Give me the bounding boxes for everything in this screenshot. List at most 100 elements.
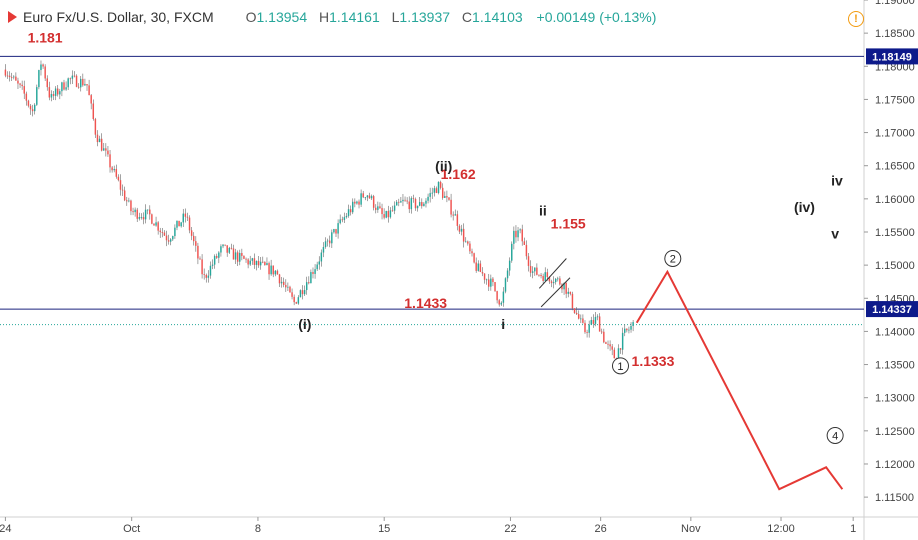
candle-body	[119, 180, 122, 190]
open-value: 1.13954	[256, 9, 308, 25]
candle-body	[40, 64, 42, 71]
candle-body	[567, 291, 569, 294]
candle-body	[272, 265, 274, 275]
candle-body	[603, 331, 605, 343]
candle-body	[563, 282, 565, 290]
y-tick-label: 1.13000	[875, 393, 915, 405]
candle-body	[446, 196, 448, 198]
candle-body	[557, 278, 559, 280]
candle-body	[199, 258, 201, 260]
candle-body	[230, 247, 233, 249]
candle-body	[500, 302, 503, 305]
candle-body	[410, 198, 413, 210]
candle-body	[387, 210, 390, 218]
candle-body	[469, 243, 471, 252]
candle-body	[92, 103, 95, 120]
candle-body	[293, 296, 295, 303]
candle-body	[159, 230, 161, 233]
channel-line[interactable]	[538, 258, 567, 289]
candle-body	[247, 259, 249, 265]
candle-body	[149, 209, 151, 215]
candle-body	[431, 192, 433, 194]
candle-body	[84, 84, 86, 86]
candle-body	[188, 217, 191, 231]
candle-body	[439, 181, 442, 188]
candle-body	[460, 228, 463, 232]
candle-body	[515, 230, 517, 238]
candle-body	[389, 210, 392, 218]
candle-body	[17, 80, 19, 84]
candle-body	[203, 274, 205, 276]
candle-body	[377, 206, 379, 210]
wave-label: v	[831, 226, 839, 242]
candle-body	[582, 318, 584, 323]
candle-body	[525, 244, 528, 257]
candle-body	[128, 200, 130, 202]
ohlc-readout: O1.13954 H1.14161 L1.13937 C1.14103 +0.0…	[238, 9, 657, 25]
y-tick-label: 1.17000	[875, 128, 915, 140]
candle-body	[513, 230, 515, 244]
x-tick-label: 15	[378, 523, 390, 535]
candle-body	[538, 274, 540, 276]
candle-body	[358, 201, 360, 205]
alert-icon[interactable]: !	[848, 11, 864, 27]
x-tick-label: Oct	[123, 523, 140, 535]
candle-body	[441, 187, 444, 198]
y-tick-label: 1.14000	[875, 326, 915, 338]
candle-body	[130, 200, 132, 212]
candle-body	[54, 88, 57, 96]
candle-body	[540, 274, 542, 277]
candle-body	[61, 82, 63, 92]
candle-body	[59, 91, 61, 95]
candle-body	[105, 148, 107, 151]
candle-body	[506, 270, 509, 279]
candle-body	[366, 195, 369, 198]
candle-body	[276, 270, 279, 275]
candle-body	[605, 342, 607, 344]
symbol-title[interactable]: Euro Fx/U.S. Dollar, 30, FXCM	[23, 9, 214, 25]
candle-body	[381, 208, 383, 215]
candle-body	[63, 82, 65, 90]
y-tick-label: 1.13500	[875, 360, 915, 372]
candle-body	[318, 261, 320, 265]
candle-body	[395, 201, 398, 206]
candle-body	[385, 210, 387, 218]
candle-body	[372, 196, 375, 208]
candle-body	[467, 241, 469, 244]
y-tick-label: 1.17500	[875, 94, 915, 106]
candle-body	[218, 252, 220, 258]
candle-body	[508, 260, 511, 271]
resistance-level-label: 1.18149	[872, 51, 912, 63]
candle-body	[479, 263, 482, 272]
candle-body	[291, 292, 293, 297]
candle-body	[121, 189, 124, 191]
candle-body	[596, 316, 599, 318]
candle-body	[211, 264, 214, 266]
candle-body	[352, 201, 354, 213]
candle-body	[577, 314, 580, 319]
candle-body	[107, 150, 109, 155]
wave-projection-line[interactable]	[635, 269, 844, 491]
candle-body	[494, 282, 496, 292]
wave-label: iv	[831, 173, 843, 189]
candle-body	[186, 216, 189, 218]
y-tick-label: 1.19000	[875, 0, 915, 7]
candle-body	[262, 261, 264, 263]
candle-body	[278, 274, 281, 284]
candle-body	[220, 246, 222, 253]
candle-body	[628, 329, 630, 331]
candle-body	[8, 75, 11, 78]
channel-line[interactable]	[540, 277, 571, 308]
candle-body	[192, 235, 195, 242]
candle-body	[310, 272, 312, 284]
red-flag-icon[interactable]	[8, 11, 17, 23]
candle-body	[511, 243, 513, 261]
candle-body	[251, 258, 254, 261]
candle-body	[96, 134, 99, 143]
chart-legend: Euro Fx/U.S. Dollar, 30, FXCM O1.13954 H…	[8, 9, 656, 25]
candle-body	[481, 271, 484, 274]
candle-body	[337, 223, 339, 234]
candle-body	[169, 239, 172, 242]
candle-body	[393, 205, 396, 211]
